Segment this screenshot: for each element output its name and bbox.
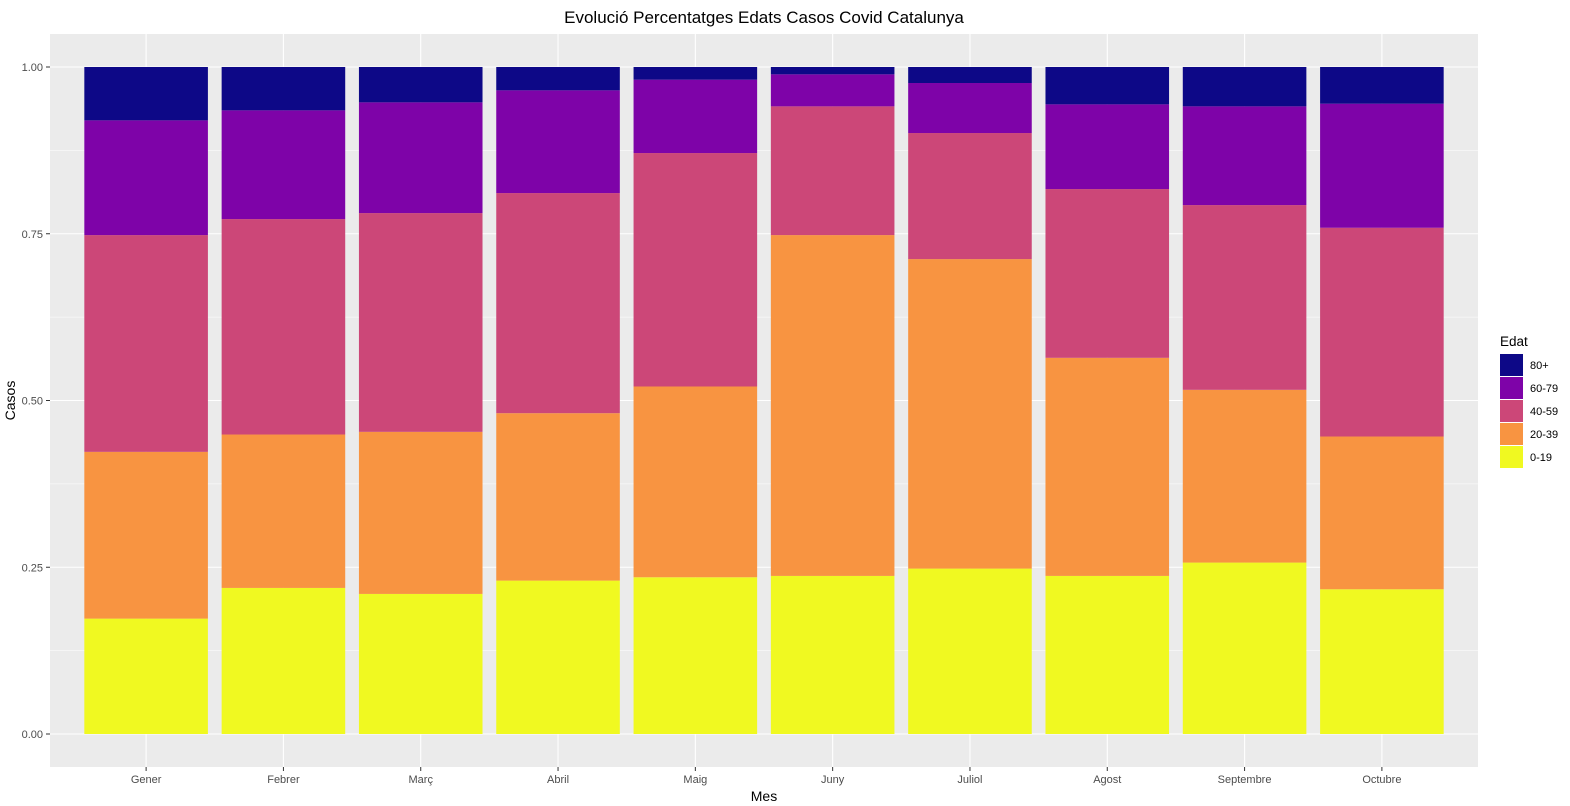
y-tick-label: 0.75 — [22, 229, 43, 241]
y-tick-label: 0.50 — [22, 396, 43, 408]
x-tick-label: Febrer — [267, 774, 300, 786]
bar-segment — [770, 74, 895, 107]
bar-segment — [1045, 67, 1170, 105]
bar-segment — [908, 133, 1032, 260]
bar-segment — [358, 213, 483, 432]
bar-segment — [908, 259, 1032, 569]
bar-segment — [1182, 562, 1307, 734]
y-tick-label: 0.25 — [22, 562, 43, 574]
bar-segment — [633, 67, 758, 80]
bar-segment — [496, 413, 620, 581]
bar-segment — [1045, 104, 1170, 190]
x-tick-label: Octubre — [1362, 774, 1401, 786]
bar-segment — [633, 153, 758, 387]
x-tick-label: Agost — [1093, 774, 1121, 786]
bar-segment — [496, 67, 620, 91]
x-tick-label: Juliol — [957, 774, 982, 786]
bar-segment — [770, 235, 895, 576]
bars — [84, 67, 1444, 734]
bar-segment — [633, 79, 758, 154]
legend-label: 40-59 — [1530, 406, 1558, 418]
legend-swatch — [1500, 354, 1523, 376]
bar-segment — [84, 67, 208, 121]
bar-segment — [1182, 106, 1307, 206]
legend-title: Edat — [1500, 334, 1528, 349]
bar-segment — [221, 219, 346, 435]
legend-label: 80+ — [1530, 360, 1549, 372]
y-tick-label: 0.00 — [22, 729, 43, 741]
x-axis: Gener Febrer Març Abril Maig Juny Juliol Agost S… — [131, 767, 1401, 786]
legend-label: 20-39 — [1530, 429, 1558, 441]
bar-segment — [633, 386, 758, 578]
bar-segment — [358, 67, 483, 103]
bar-segment — [496, 90, 620, 194]
bar-segment — [358, 431, 483, 594]
legend-swatch — [1500, 423, 1523, 445]
legend-swatch — [1500, 377, 1523, 399]
bar-segment — [221, 67, 346, 111]
legend-label: 60-79 — [1530, 383, 1558, 395]
legend-label: 0-19 — [1530, 452, 1552, 464]
chart-title: Evolució Percentatges Edats Casos Covid … — [564, 8, 964, 27]
bar-segment — [496, 580, 620, 734]
bar-segment — [908, 83, 1032, 134]
y-axis: 0.00 0.25 0.50 0.75 1.00 — [22, 62, 50, 741]
bar-segment — [1045, 575, 1170, 734]
bar-segment — [1045, 357, 1170, 576]
bar-segment — [496, 193, 620, 414]
bar-segment — [1182, 205, 1307, 390]
bar-segment — [358, 102, 483, 214]
bar-segment — [1320, 103, 1444, 228]
bar-segment — [1045, 189, 1170, 358]
bar-segment — [1320, 589, 1444, 734]
bar-segment — [221, 110, 346, 220]
bar-segment — [1182, 67, 1307, 107]
x-tick-label: Abril — [547, 774, 569, 786]
bar-segment — [84, 451, 208, 619]
legend-swatch — [1500, 446, 1523, 468]
bar-segment — [770, 67, 895, 75]
bar-segment — [1320, 436, 1444, 590]
x-tick-label: Juny — [821, 774, 845, 786]
x-tick-label: Març — [409, 774, 434, 786]
bar-segment — [84, 235, 208, 452]
bar-segment — [1182, 389, 1307, 563]
bar-segment — [358, 593, 483, 734]
x-tick-label: Septembre — [1218, 774, 1272, 786]
bar-segment — [1320, 67, 1444, 104]
bar-segment — [84, 618, 208, 734]
bar-segment — [633, 577, 758, 734]
bar-segment — [770, 575, 895, 734]
y-tick-label: 1.00 — [22, 62, 43, 74]
x-tick-label: Gener — [131, 774, 162, 786]
x-axis-title: Mes — [751, 788, 777, 804]
bar-segment — [908, 67, 1032, 84]
y-axis-title: Casos — [2, 381, 18, 421]
bar-segment — [221, 587, 346, 734]
bar-segment — [908, 568, 1032, 734]
legend-swatch — [1500, 400, 1523, 422]
bar-segment — [84, 120, 208, 236]
bar-segment — [1320, 227, 1444, 437]
bar-segment — [221, 434, 346, 588]
legend: Edat 80+ 60-79 40-59 20-39 0-19 — [1500, 334, 1558, 468]
bar-segment — [770, 106, 895, 236]
x-tick-label: Maig — [683, 774, 707, 786]
